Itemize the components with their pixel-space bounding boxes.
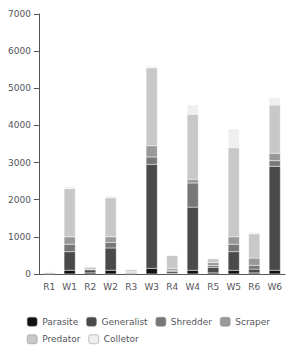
svg-text:W5: W5 (226, 282, 241, 292)
svg-text:6000: 6000 (8, 46, 31, 56)
svg-text:7000: 7000 (8, 9, 31, 19)
svg-text:Scraper: Scraper (235, 317, 270, 327)
svg-text:1000: 1000 (8, 232, 31, 242)
svg-text:Shredder: Shredder (171, 317, 212, 327)
svg-text:W4: W4 (185, 282, 200, 292)
svg-text:W3: W3 (144, 282, 159, 292)
svg-text:W2: W2 (103, 282, 118, 292)
svg-text:R1: R1 (43, 282, 55, 292)
svg-text:0: 0 (25, 269, 31, 279)
svg-text:Colletor: Colletor (104, 334, 139, 344)
svg-text:R6: R6 (248, 282, 260, 292)
svg-text:W6: W6 (267, 282, 282, 292)
svg-text:Parasite: Parasite (42, 317, 78, 327)
svg-text:W1: W1 (62, 282, 77, 292)
svg-text:R3: R3 (125, 282, 137, 292)
svg-text:Predator: Predator (42, 334, 81, 344)
svg-text:5000: 5000 (8, 83, 31, 93)
svg-text:R4: R4 (166, 282, 178, 292)
svg-text:3000: 3000 (8, 158, 31, 168)
svg-text:R5: R5 (207, 282, 219, 292)
svg-text:R2: R2 (84, 282, 96, 292)
svg-text:4000: 4000 (8, 120, 31, 130)
svg-text:2000: 2000 (8, 195, 31, 205)
svg-text:Generalist: Generalist (101, 317, 148, 327)
